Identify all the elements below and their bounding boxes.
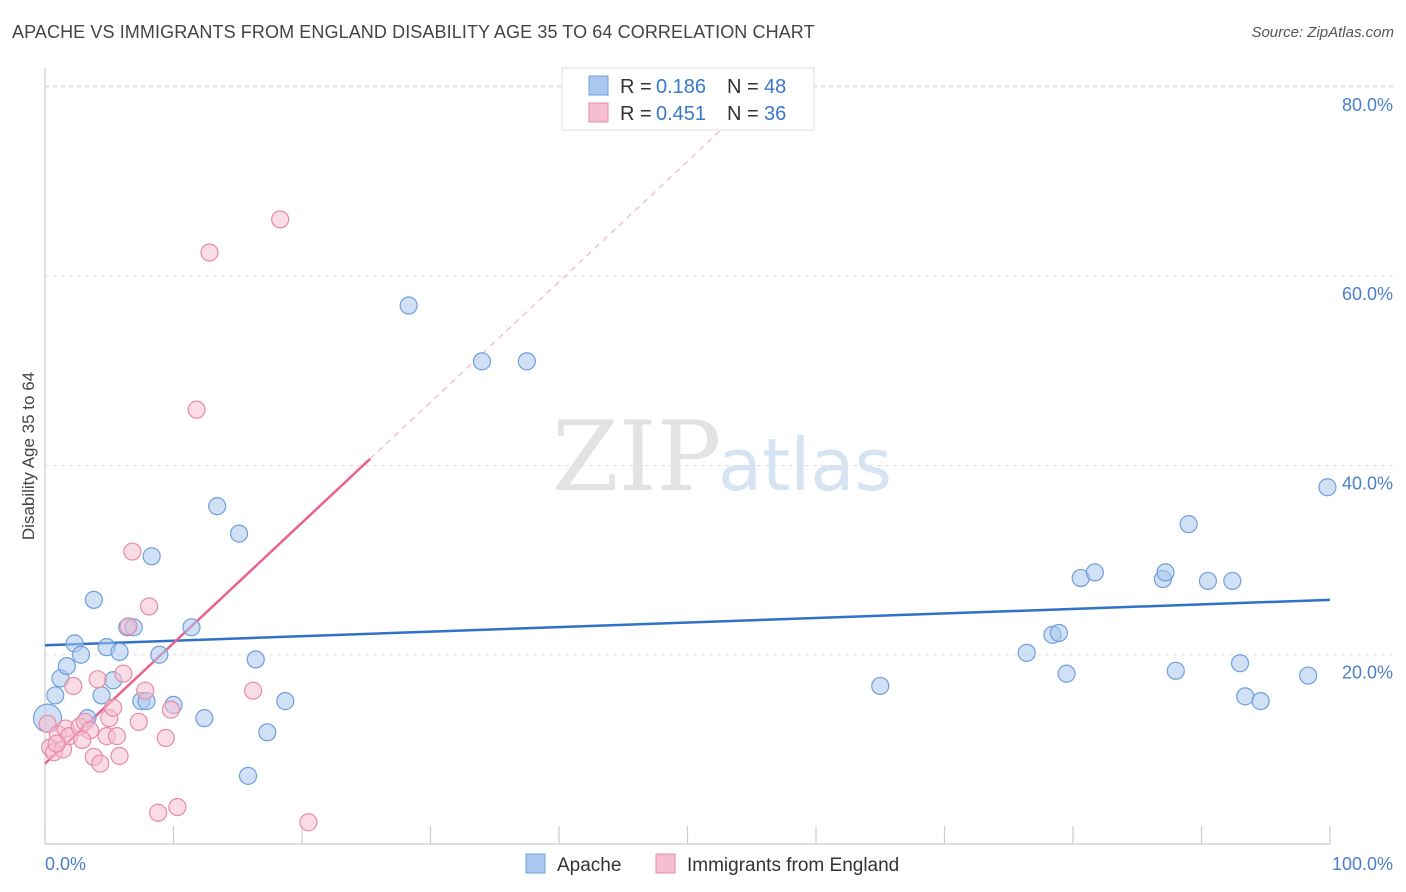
apache-point [246, 650, 265, 669]
apache-point [472, 352, 491, 371]
apache-point [258, 723, 277, 742]
apache-point [1236, 687, 1255, 706]
england-point [47, 734, 66, 753]
data-points [32, 210, 1337, 832]
y-tick-label: 80.0% [1342, 95, 1393, 115]
legend-r-value-england: 0.451 [656, 103, 706, 125]
apache-point [1085, 563, 1104, 582]
england-point [139, 597, 159, 616]
legend-n-label-england: N = [727, 103, 759, 125]
apache-point [1318, 478, 1337, 497]
apache-point [57, 656, 76, 676]
england-point [161, 700, 181, 719]
england-point [168, 797, 187, 817]
legend-r-label-apache: R = [620, 76, 652, 98]
apache-point [1017, 643, 1036, 662]
apache-point [195, 709, 214, 728]
england-point [156, 728, 175, 748]
apache-point [1251, 692, 1270, 711]
trend-lines [44, 105, 1331, 765]
england-trend-extension [369, 105, 748, 460]
legend-n-value-apache: 48 [764, 76, 786, 98]
apache-point [238, 766, 258, 785]
england-point [88, 670, 107, 689]
apache-point [1057, 664, 1076, 683]
england-point [114, 664, 133, 683]
england-point [119, 617, 138, 636]
apache-point [276, 692, 295, 711]
england-trend-line [44, 457, 371, 765]
apache-point [208, 497, 227, 516]
series-legend-swatch-england [655, 853, 676, 874]
watermark-zip: ZIP [552, 401, 721, 513]
y-axis-label: Disability Age 35 to 64 [19, 372, 38, 540]
england-point [200, 243, 219, 262]
apache-point [84, 590, 103, 609]
series-legend-label-england: Immigrants from England [687, 855, 899, 876]
x-tick-labels: 0.0% 100.0% [45, 854, 1393, 874]
apache-point [71, 645, 91, 664]
apache-point [182, 618, 201, 637]
england-point [110, 746, 129, 766]
apache-point [1223, 571, 1242, 591]
england-point [123, 542, 142, 561]
source-credit: Source: ZipAtlas.com [1251, 24, 1394, 41]
england-point [148, 803, 168, 822]
england-point [91, 754, 110, 773]
apache-point [1049, 623, 1068, 643]
england-point [244, 681, 263, 700]
apache-point [1198, 571, 1218, 591]
grid-lines [45, 85, 1393, 656]
correlation-legend: R = 0.186 N = 48 R = 0.451 N = 36 [561, 67, 815, 131]
england-point [271, 210, 290, 229]
y-tick-labels: 20.0% 40.0% 60.0% 80.0% [1342, 95, 1393, 683]
england-point [187, 400, 206, 419]
england-point [129, 712, 148, 732]
england-point [73, 730, 92, 750]
legend-r-label-england: R = [620, 103, 652, 125]
apache-point [1179, 515, 1198, 534]
legend-r-value-apache: 0.186 [656, 76, 706, 98]
series-legend: Apache Immigrants from England [525, 853, 899, 876]
apache-trend-line [44, 598, 1331, 647]
apache-point [1156, 563, 1175, 582]
y-tick-label: 40.0% [1342, 473, 1393, 493]
legend-n-label-apache: N = [727, 76, 759, 98]
apache-point [229, 524, 249, 543]
england-point [64, 676, 83, 696]
series-legend-swatch-apache [525, 853, 546, 874]
apache-point [1299, 666, 1318, 685]
england-point [299, 813, 318, 832]
apache-point [871, 676, 890, 696]
x-tick-label-min: 0.0% [45, 854, 86, 874]
england-point [136, 681, 155, 700]
apache-point [150, 645, 169, 664]
legend-swatch-apache [588, 75, 609, 96]
y-tick-label: 60.0% [1342, 284, 1393, 304]
legend-swatch-england [588, 102, 609, 123]
england-point [104, 698, 123, 717]
apache-point [1230, 654, 1250, 673]
apache-point [399, 296, 418, 315]
legend-n-value-england: 36 [764, 103, 786, 125]
x-tick-label-max: 100.0% [1332, 854, 1393, 874]
apache-point [142, 547, 161, 566]
y-tick-label: 20.0% [1342, 663, 1393, 683]
apache-point [110, 642, 129, 661]
chart-title: APACHE VS IMMIGRANTS FROM ENGLAND DISABI… [12, 22, 815, 42]
apache-point [517, 352, 536, 371]
apache-point [46, 686, 65, 705]
apache-point [1166, 661, 1185, 680]
series-legend-label-apache: Apache [557, 855, 621, 876]
england-point [107, 727, 127, 746]
